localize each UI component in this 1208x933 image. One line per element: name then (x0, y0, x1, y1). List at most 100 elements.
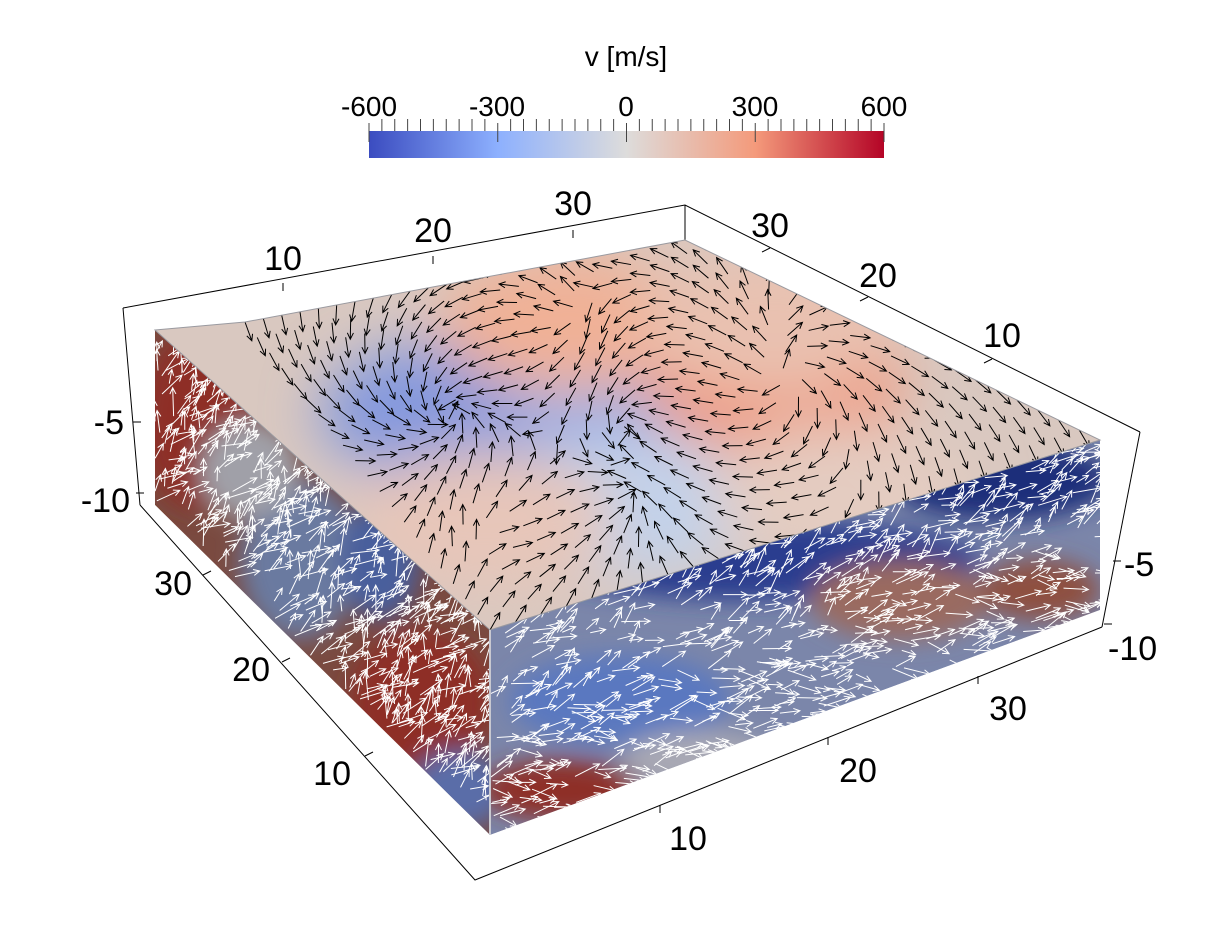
top-vector-glyph (320, 359, 330, 380)
side-vector-glyph (617, 633, 637, 640)
top-vector-glyph (1016, 399, 1031, 416)
side-vector-glyph (717, 707, 747, 721)
top-vector-glyph (656, 375, 679, 383)
top-vector-glyph (326, 341, 334, 362)
side-vector-glyph (1072, 507, 1095, 515)
side-vector-glyph (667, 582, 693, 594)
top-vector-glyph (745, 438, 767, 447)
top-vector-glyph (329, 322, 337, 344)
side-vector-glyph (826, 557, 854, 574)
top-vector-glyph (523, 517, 544, 527)
top-vector-glyph (626, 423, 641, 440)
side-vector-glyph (381, 602, 406, 618)
axis-tick-labels: 10 20 30 10 20 30 -5 -10 10 20 30 10 20 … (81, 185, 1157, 858)
side-vector-glyph (719, 682, 746, 690)
side-vector-glyph (1009, 503, 1034, 522)
side-vector-glyph (279, 593, 301, 611)
top-vector-glyph (862, 395, 876, 413)
side-vector-glyph (513, 761, 542, 774)
top-vector-glyph (701, 546, 720, 560)
top-vector-glyph (493, 317, 515, 325)
top-vector-glyph (623, 481, 642, 493)
top-vector-glyph (646, 540, 654, 561)
side-vector-glyph (882, 544, 901, 553)
bottom-right-x-tick-label: 30 (989, 690, 1027, 728)
top-vector-glyph (561, 405, 571, 426)
top-vector-glyph (608, 505, 626, 520)
top-vector-glyph (532, 493, 551, 506)
side-vector-glyph (339, 655, 361, 665)
side-vector-glyph (562, 625, 577, 633)
side-vector-glyph (465, 722, 481, 729)
side-vector-glyph (831, 659, 855, 667)
top-vector-glyph (587, 468, 609, 476)
side-vector-glyph (546, 690, 558, 709)
side-vector-glyph (891, 599, 908, 607)
top-vector-glyph (364, 439, 385, 447)
side-vector-glyph (341, 584, 358, 592)
top-vector-glyph (541, 470, 559, 485)
top-vector-glyph (653, 455, 673, 466)
side-vector-glyph (707, 650, 732, 669)
side-vector-glyph (506, 626, 530, 638)
side-vector-glyph (317, 549, 335, 572)
side-vector-glyph (908, 493, 932, 501)
side-vector-glyph (1052, 567, 1076, 575)
side-vector-glyph (208, 509, 223, 517)
side-vector-glyph (936, 639, 957, 653)
top-vector-glyph (611, 294, 632, 304)
top-vector-glyph (682, 350, 703, 358)
side-vector-glyph (1035, 607, 1062, 619)
side-vector-glyph (228, 560, 257, 571)
side-vector-glyph (914, 582, 931, 596)
field-blob (438, 253, 699, 394)
top-vector-glyph (668, 240, 686, 241)
side-vector-glyph (989, 547, 1009, 564)
side-vector-glyph (1060, 446, 1085, 454)
z-left-tick-label: -5 (94, 404, 124, 442)
top-vector-glyph (803, 425, 813, 445)
top-vector-glyph (832, 419, 840, 441)
side-vector-glyph (245, 524, 256, 549)
top-vector-glyph (715, 459, 737, 467)
side-vector-glyph (209, 510, 228, 528)
top-vector-glyph (355, 457, 377, 465)
side-vector-glyph (195, 513, 220, 527)
side-vector-glyph (500, 807, 527, 817)
top-vector-glyph (550, 543, 569, 556)
top-vector-glyph (365, 297, 374, 319)
side-vector-glyph (548, 633, 578, 641)
top-vector-glyph (569, 369, 581, 388)
top-vector-glyph (748, 342, 765, 358)
side-vector-glyph (944, 511, 962, 519)
side-vector-glyph (814, 685, 831, 693)
side-vector-glyph (854, 646, 873, 653)
top-vector-glyph (392, 343, 400, 365)
bottom-right-x-tick-label: 20 (839, 752, 877, 790)
right-vertical-edge (1101, 431, 1141, 628)
top-vector-glyph (548, 356, 565, 372)
side-vector-glyph (517, 665, 539, 675)
side-vector-glyph (1030, 611, 1061, 623)
top-vector-glyph (588, 544, 602, 563)
side-vector-glyph (964, 517, 990, 524)
top-vector-glyph (553, 322, 571, 336)
side-vector-glyph (289, 572, 300, 595)
z-right-tick-label: -5 (1124, 546, 1154, 584)
top-vector-glyph (318, 413, 336, 427)
top-vector-glyph (330, 429, 350, 439)
side-vector-glyph (1094, 569, 1100, 577)
side-vector-glyph (162, 464, 183, 476)
side-vector-glyph (772, 593, 788, 601)
top-vector-glyph (298, 311, 306, 333)
side-vector-glyph (830, 533, 845, 545)
side-vector-glyph (996, 501, 1026, 511)
side-vector-glyph (434, 713, 451, 721)
top-vector-glyph (437, 399, 456, 411)
top-vector-glyph (497, 384, 519, 392)
top-vector-glyph (352, 370, 363, 390)
side-vector-glyph (913, 503, 930, 513)
side-vector-glyph (465, 637, 488, 648)
top-vector-glyph (459, 309, 480, 319)
side-vector-glyph (250, 483, 273, 493)
